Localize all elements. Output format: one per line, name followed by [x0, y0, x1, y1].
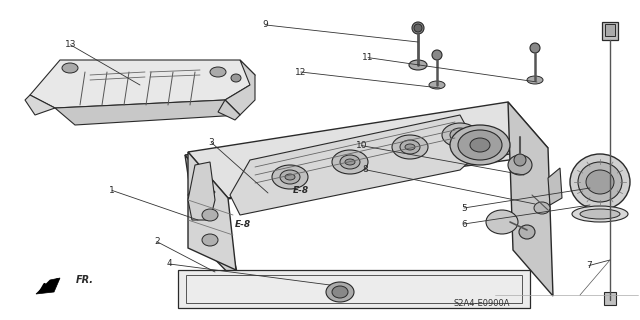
Polygon shape [36, 278, 60, 294]
Polygon shape [218, 100, 240, 120]
Ellipse shape [458, 130, 502, 160]
Ellipse shape [570, 154, 630, 210]
Polygon shape [230, 115, 480, 215]
Polygon shape [605, 24, 615, 36]
Ellipse shape [578, 162, 622, 202]
Text: E-8: E-8 [235, 220, 252, 228]
Ellipse shape [508, 155, 532, 175]
Text: 12: 12 [295, 68, 307, 76]
Polygon shape [178, 270, 530, 308]
Polygon shape [185, 155, 240, 285]
Text: 1: 1 [109, 186, 115, 195]
Ellipse shape [486, 210, 518, 234]
Ellipse shape [400, 140, 420, 154]
Polygon shape [225, 60, 255, 115]
Polygon shape [188, 102, 548, 198]
Polygon shape [188, 152, 236, 270]
Polygon shape [55, 100, 240, 125]
Ellipse shape [202, 209, 218, 221]
Ellipse shape [202, 234, 218, 246]
Ellipse shape [442, 123, 478, 147]
Text: 11: 11 [362, 53, 374, 62]
Polygon shape [25, 95, 55, 115]
Polygon shape [508, 102, 553, 296]
Polygon shape [604, 292, 616, 305]
Ellipse shape [285, 174, 295, 180]
Text: 10: 10 [356, 141, 367, 150]
Ellipse shape [280, 170, 300, 184]
Ellipse shape [62, 63, 78, 73]
Ellipse shape [405, 144, 415, 150]
Ellipse shape [429, 81, 445, 89]
Text: 7: 7 [586, 261, 591, 270]
Ellipse shape [530, 43, 540, 53]
Text: 5: 5 [461, 204, 467, 212]
Ellipse shape [534, 202, 550, 214]
Text: 8: 8 [362, 165, 367, 174]
Ellipse shape [332, 286, 348, 298]
Text: S2A4-E0900A: S2A4-E0900A [454, 299, 510, 308]
Ellipse shape [326, 282, 354, 302]
Ellipse shape [345, 159, 355, 165]
Ellipse shape [272, 165, 308, 189]
Polygon shape [548, 168, 562, 205]
Ellipse shape [210, 67, 226, 77]
Ellipse shape [432, 50, 442, 60]
Text: 6: 6 [461, 220, 467, 228]
Text: 3: 3 [209, 138, 214, 147]
Ellipse shape [514, 154, 526, 166]
Polygon shape [185, 105, 545, 200]
Polygon shape [30, 60, 255, 108]
Text: 13: 13 [65, 40, 76, 49]
Ellipse shape [455, 132, 465, 138]
Ellipse shape [409, 60, 427, 70]
Ellipse shape [470, 138, 490, 152]
Ellipse shape [586, 170, 614, 194]
Ellipse shape [580, 209, 620, 219]
Polygon shape [602, 22, 618, 40]
Text: 4: 4 [167, 260, 172, 268]
Text: 2: 2 [154, 237, 159, 246]
Ellipse shape [392, 135, 428, 159]
Ellipse shape [519, 225, 535, 239]
Ellipse shape [414, 24, 422, 32]
Ellipse shape [450, 125, 510, 165]
Ellipse shape [332, 150, 368, 174]
Ellipse shape [412, 22, 424, 34]
Ellipse shape [231, 74, 241, 82]
Ellipse shape [450, 128, 470, 142]
Polygon shape [188, 162, 215, 220]
Ellipse shape [572, 206, 628, 222]
Ellipse shape [527, 76, 543, 84]
Polygon shape [188, 178, 215, 210]
Ellipse shape [340, 155, 360, 169]
Text: E-8: E-8 [292, 186, 309, 195]
Text: 9: 9 [263, 20, 268, 29]
Text: FR.: FR. [76, 275, 94, 285]
